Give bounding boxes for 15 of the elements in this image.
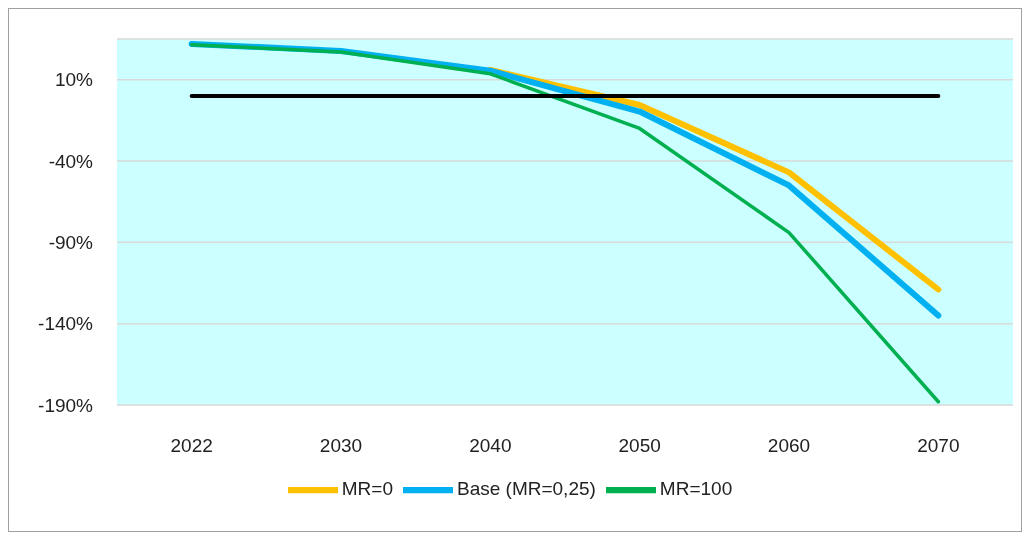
y-tick-label: 10%	[54, 69, 94, 91]
legend-label: MR=100	[659, 478, 733, 500]
legend-label: MR=0	[341, 478, 393, 500]
x-tick-label: 2040	[469, 435, 512, 457]
y-tick-label: -140%	[38, 313, 94, 335]
x-tick-label: 2030	[319, 435, 363, 457]
x-tick-label: 2050	[618, 435, 661, 457]
x-tick-label: 2070	[917, 435, 960, 457]
x-tick-label: 2022	[170, 435, 213, 457]
y-tick-label: -190%	[38, 394, 94, 416]
y-tick-label: -40%	[48, 150, 94, 172]
y-tick-label: -90%	[48, 232, 94, 254]
x-tick-label: 2060	[767, 435, 811, 457]
legend-label: Base (MR=0,25)	[456, 478, 596, 500]
line-series	[189, 42, 941, 404]
